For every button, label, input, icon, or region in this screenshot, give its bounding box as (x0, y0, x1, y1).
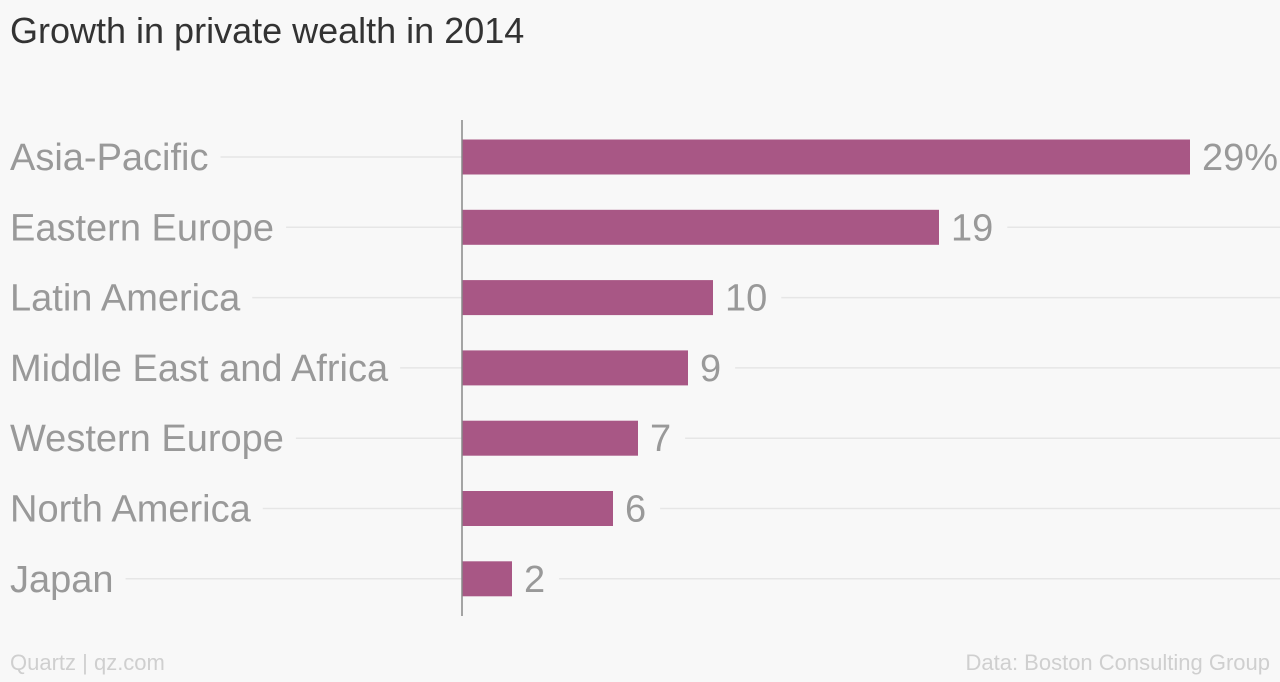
category-label: Middle East and Africa (10, 348, 389, 390)
bar (462, 420, 638, 456)
category-label: Eastern Europe (10, 207, 274, 249)
value-label: 19 (951, 207, 993, 249)
footer-source: Data: Boston Consulting Group (965, 650, 1270, 675)
value-label: 7 (650, 418, 671, 460)
value-label: 2 (524, 559, 545, 601)
category-label: Japan (10, 559, 114, 601)
bar (462, 280, 713, 316)
value-label: 10 (725, 278, 767, 320)
chart-title: Growth in private wealth in 2014 (10, 10, 525, 51)
bar (462, 209, 939, 245)
category-label: North America (10, 489, 252, 531)
category-label: Asia-Pacific (10, 137, 209, 179)
category-label: Western Europe (10, 418, 284, 460)
value-label: 29% (1202, 137, 1278, 179)
bar (462, 561, 512, 597)
category-label: Latin America (10, 278, 241, 320)
value-label: 6 (625, 489, 646, 531)
bar (462, 491, 613, 526)
bar (462, 139, 1190, 175)
value-label: 9 (700, 348, 721, 390)
footer-credit: Quartz | qz.com (10, 650, 165, 675)
bar (462, 350, 688, 386)
